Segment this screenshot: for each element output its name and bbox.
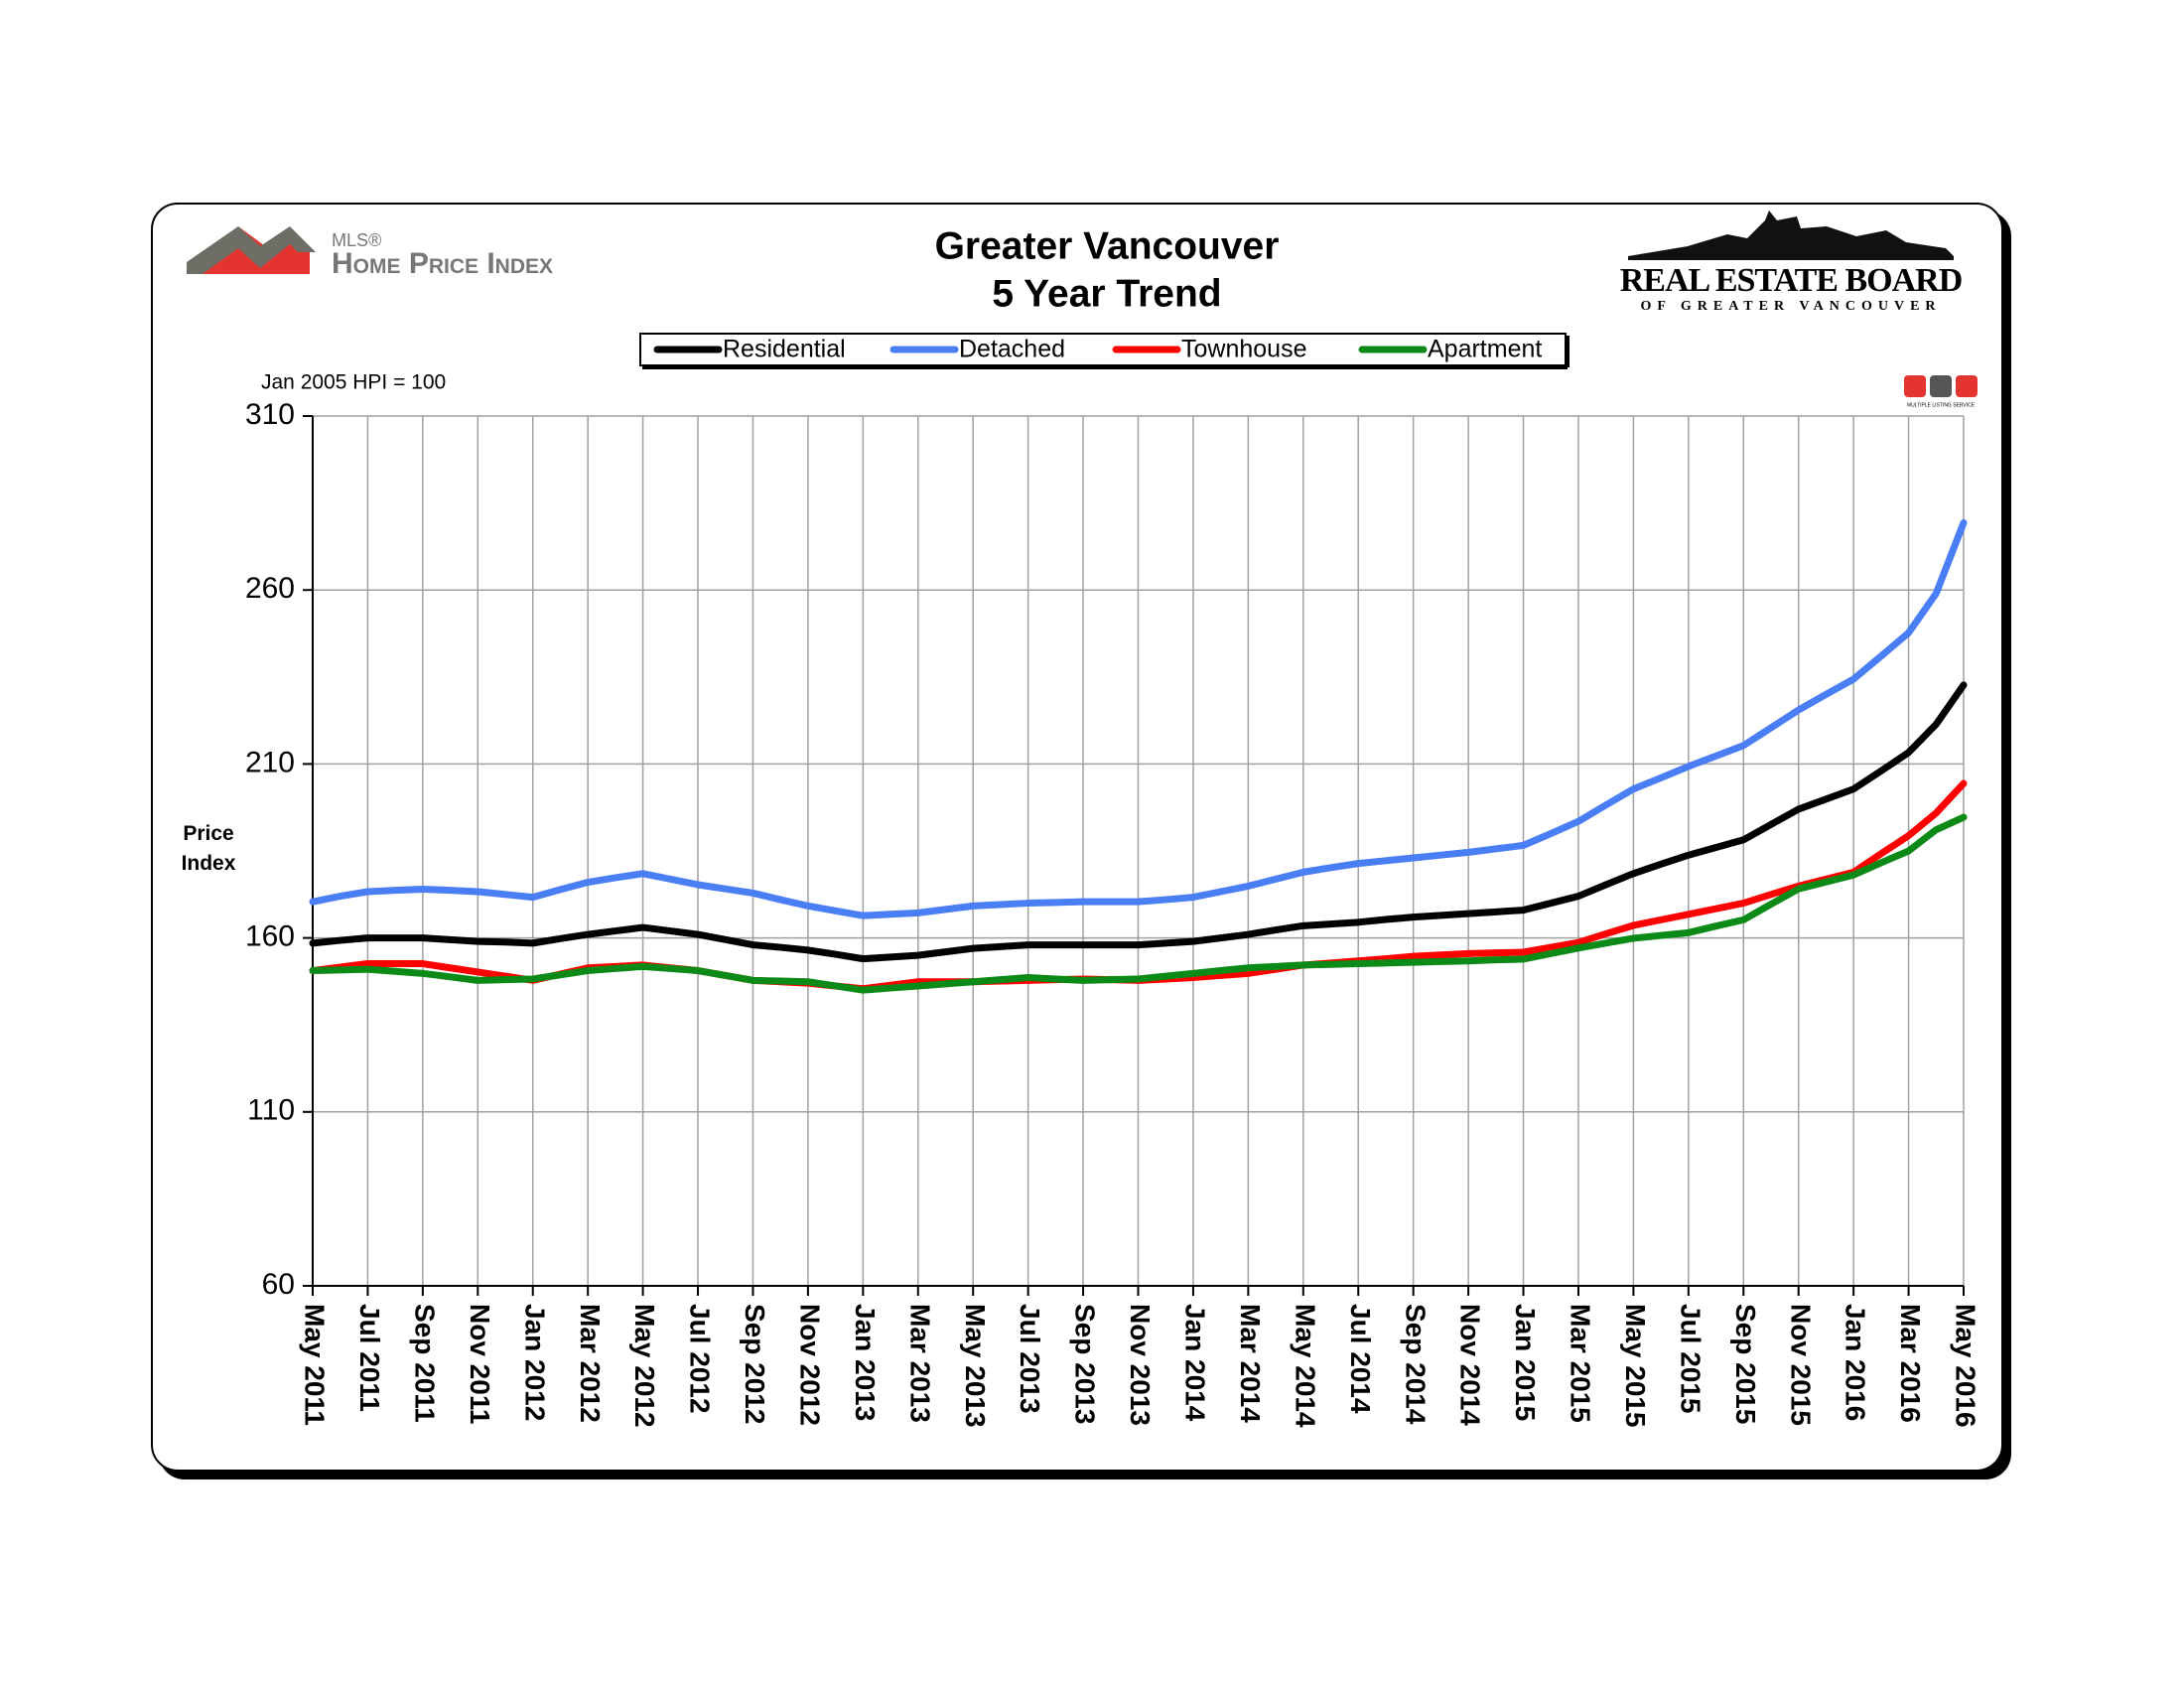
skyline — [1628, 211, 1954, 256]
board-sub: OF GREATER VANCOUVER — [1640, 299, 1941, 314]
x-tick-label: Mar 2014 — [1235, 1304, 1266, 1423]
x-tick-label: Jul 2011 — [354, 1304, 385, 1412]
hpi-brand: MLS® — [332, 230, 381, 250]
x-tick-label: Nov 2011 — [465, 1304, 495, 1424]
mls-box — [1904, 375, 1926, 397]
y-label-box: Price Index — [181, 822, 236, 875]
x-tick-label: Sep 2014 — [1400, 1304, 1431, 1425]
x-tick-label: Jan 2016 — [1841, 1304, 1871, 1421]
x-tick-label: Jul 2013 — [1015, 1304, 1045, 1414]
y-tick-label: 160 — [245, 920, 295, 953]
y-tick-label: 210 — [245, 746, 295, 778]
x-tick-label: May 2012 — [629, 1304, 660, 1428]
x-tick-label: Mar 2012 — [575, 1304, 606, 1423]
annotation: Jan 2005 HPI = 100 — [261, 371, 446, 394]
x-tick-label: Jan 2012 — [519, 1304, 550, 1421]
mls-sub: MULTIPLE LISTING SERVICE — [1907, 402, 1976, 408]
legend-label: Townhouse — [1181, 336, 1306, 363]
x-tick-label: Sep 2015 — [1730, 1304, 1761, 1424]
x-tick-label: Jan 2014 — [1180, 1304, 1211, 1422]
legend-label: Residential — [723, 336, 846, 363]
x-tick-label: Mar 2015 — [1566, 1304, 1596, 1423]
skyline-base — [1628, 256, 1954, 260]
x-tick-label: Nov 2013 — [1125, 1304, 1156, 1426]
hpi-logo: MLS® Home Price Index — [187, 226, 553, 280]
x-tick-label: May 2011 — [300, 1304, 331, 1426]
x-tick-label: Jul 2012 — [685, 1304, 716, 1414]
board-name: REAL ESTATE BOARD — [1620, 262, 1963, 299]
x-tick-label: May 2013 — [960, 1304, 991, 1428]
x-tick-label: Nov 2015 — [1785, 1304, 1816, 1426]
series-line — [309, 519, 1968, 919]
hpi-name: Home Price Index — [332, 247, 553, 280]
mls-box — [1930, 375, 1952, 397]
x-tick-label: May 2014 — [1290, 1304, 1320, 1428]
x-tick-label: Sep 2011 — [409, 1304, 440, 1423]
y-tick-label: 260 — [245, 572, 295, 605]
mls-box — [1956, 375, 1978, 397]
x-tick-label: Mar 2013 — [904, 1304, 935, 1423]
board-logo: REAL ESTATE BOARD OF GREATER VANCOUVER — [1620, 211, 1963, 314]
x-tick-label: Jul 2015 — [1675, 1304, 1706, 1414]
x-tick-label: Nov 2014 — [1455, 1304, 1486, 1426]
x-tick-label: May 2015 — [1620, 1304, 1651, 1428]
chart-title: Greater Vancouver — [935, 224, 1280, 267]
series-line — [309, 681, 1968, 963]
mls-logo: MULTIPLE LISTING SERVICE — [1904, 375, 1978, 408]
x-tick-label: Jan 2013 — [850, 1304, 881, 1421]
y-tick-label: 60 — [262, 1268, 295, 1301]
y-tick-label: 310 — [245, 398, 295, 431]
logo-house-gray — [187, 226, 316, 274]
x-tick-label: Sep 2013 — [1070, 1304, 1101, 1424]
y-tick-label: 110 — [247, 1094, 295, 1127]
y-axis-label: Price Index — [181, 822, 236, 875]
series-line — [309, 813, 1968, 994]
x-tick-label: May 2016 — [1951, 1304, 1981, 1428]
x-tick-label: Nov 2012 — [795, 1304, 826, 1426]
x-tick-label: Jul 2014 — [1345, 1304, 1376, 1414]
x-tick-label: Jan 2015 — [1510, 1304, 1541, 1421]
x-tick-label: Sep 2012 — [740, 1304, 770, 1424]
legend-label: Detached — [959, 336, 1065, 363]
x-tick-label: Mar 2016 — [1895, 1304, 1926, 1423]
legend-label: Apartment — [1428, 336, 1542, 363]
chart-subtitle: 5 Year Trend — [992, 272, 1221, 315]
